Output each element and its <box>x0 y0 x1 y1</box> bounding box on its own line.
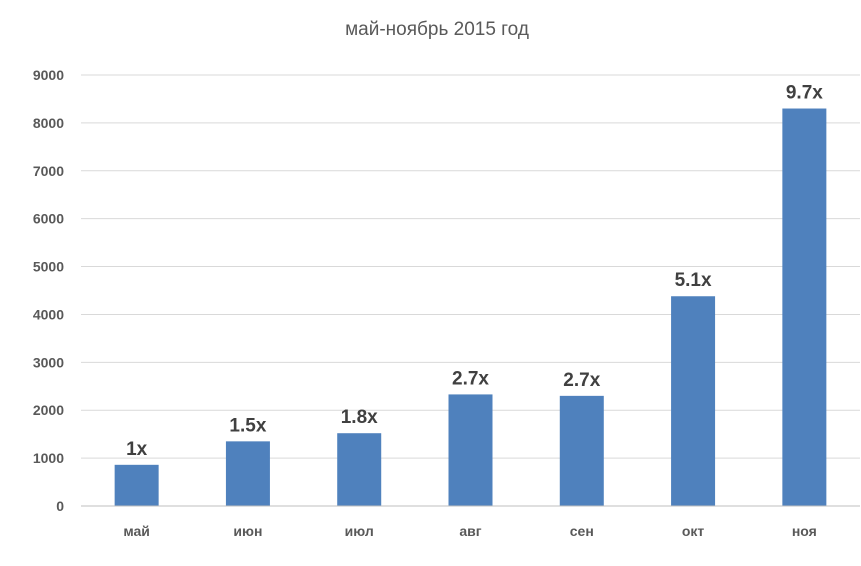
data-label-0: 1x <box>126 439 148 460</box>
y-tick-label: 7000 <box>33 163 64 179</box>
x-tick-label-4: сен <box>570 523 594 539</box>
bar-2 <box>337 433 382 506</box>
bars <box>114 108 827 507</box>
bar-4 <box>559 395 604 506</box>
data-label-2: 1.8x <box>341 407 378 428</box>
y-tick-label: 9000 <box>33 67 64 83</box>
bar-1 <box>225 441 270 506</box>
x-tick-label-6: ноя <box>792 523 817 539</box>
gridlines <box>81 74 860 459</box>
data-label-1: 1.5x <box>229 415 266 436</box>
bar-6 <box>782 108 827 507</box>
x-tick-label-2: июл <box>345 523 374 539</box>
data-label-3: 2.7x <box>452 368 489 389</box>
x-tick-label-5: окт <box>682 523 705 539</box>
x-tick-label-3: авг <box>459 523 481 539</box>
x-tick-label-0: май <box>123 523 150 539</box>
y-tick-label: 2000 <box>33 402 64 418</box>
chart-title: май-ноябрь 2015 год <box>345 19 529 40</box>
y-tick-label: 3000 <box>33 354 64 370</box>
data-labels: 1x 1.5x 1.8x 2.7x 2.7x 5.1x 9.7x <box>126 83 823 460</box>
bar-3 <box>448 394 493 506</box>
y-tick-label: 5000 <box>33 259 64 275</box>
y-tick-label: 8000 <box>33 115 64 131</box>
y-tick-label: 1000 <box>33 450 64 466</box>
data-label-6: 9.7x <box>786 83 823 104</box>
bar-5 <box>671 296 716 506</box>
data-label-4: 2.7x <box>563 370 600 391</box>
y-tick-label: 6000 <box>33 211 64 227</box>
y-tick-label: 4000 <box>33 306 64 322</box>
x-axis-ticks: май июн июл авг сен окт ноя <box>123 523 817 539</box>
y-axis-ticks: 0 1000 2000 3000 4000 5000 6000 7000 8000 9000 <box>33 67 64 514</box>
data-label-5: 5.1x <box>675 270 712 291</box>
x-tick-label-1: июн <box>233 523 262 539</box>
bar-0 <box>114 464 159 506</box>
y-tick-label: 0 <box>56 498 64 514</box>
